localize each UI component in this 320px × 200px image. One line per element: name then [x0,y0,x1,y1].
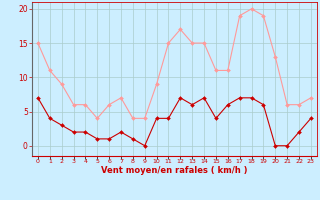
X-axis label: Vent moyen/en rafales ( km/h ): Vent moyen/en rafales ( km/h ) [101,166,248,175]
